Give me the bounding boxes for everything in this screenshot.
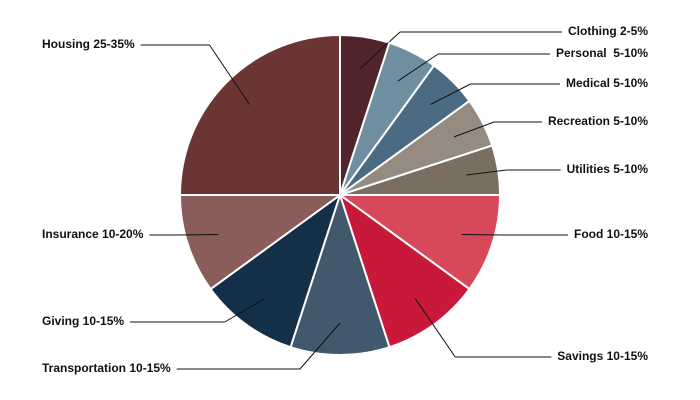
slice-label: Savings 10-15% — [557, 349, 648, 363]
pie-slice — [209, 192, 342, 349]
leader-line — [397, 53, 439, 82]
leader-line — [453, 121, 495, 138]
leader-line — [466, 169, 507, 176]
leader-line — [359, 31, 401, 69]
leader-line — [224, 298, 266, 323]
leader-line — [430, 83, 471, 105]
pie-slice — [289, 191, 391, 356]
slice-label: Recreation 5-10% — [548, 114, 648, 128]
slice-label: Clothing 2-5% — [568, 24, 648, 38]
slice-label: Transportation 10-15% — [42, 361, 171, 375]
leader-line — [299, 322, 341, 370]
slice-label: Personal 5-10% — [556, 46, 648, 60]
pie-slice — [178, 33, 341, 196]
leader-line — [414, 298, 456, 358]
pie-slice — [178, 194, 344, 291]
slice-label: Utilities 5-10% — [567, 162, 649, 176]
pie-slice — [338, 192, 471, 349]
pie-slice — [336, 194, 502, 291]
leader-line — [209, 44, 250, 105]
slice-label: Insurance 10-20% — [42, 227, 144, 241]
slice-label: Giving 10-15% — [42, 314, 124, 328]
slice-label: Food 10-15% — [574, 227, 648, 241]
slice-label: Housing 25-35% — [42, 37, 135, 51]
slice-label: Medical 5-10% — [566, 76, 648, 90]
